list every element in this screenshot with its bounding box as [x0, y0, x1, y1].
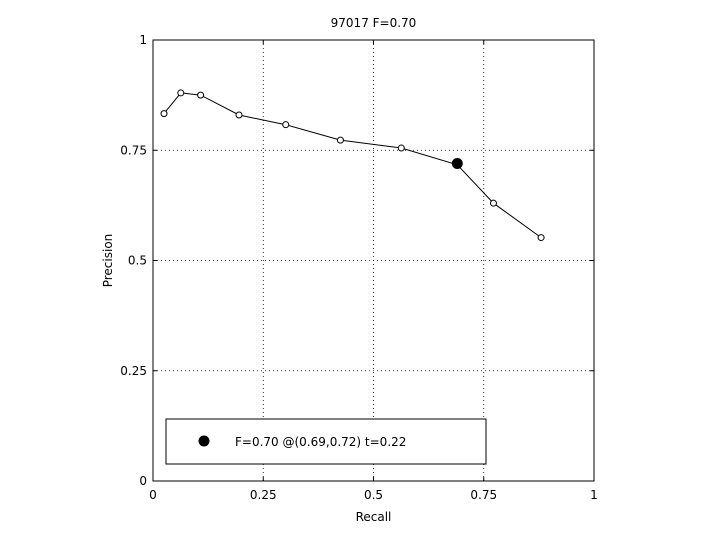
y-tick-label: 1 — [139, 33, 147, 47]
legend: F=0.70 @(0.69,0.72) t=0.22 — [165, 418, 487, 465]
x-tick-label: 0.75 — [470, 488, 497, 502]
y-axis-label: Precision — [101, 234, 115, 288]
highlight-layer — [451, 157, 463, 169]
x-tick-label: 0.25 — [250, 488, 277, 502]
series-line — [163, 92, 542, 239]
data-point — [336, 136, 344, 144]
legend-label: F=0.70 @(0.69,0.72) t=0.22 — [235, 435, 406, 449]
x-tick-label: 0 — [149, 488, 157, 502]
data-point — [160, 110, 168, 118]
x-axis-label: Recall — [356, 510, 392, 524]
y-tick-label: 0.5 — [128, 254, 147, 268]
grid-lines — [153, 40, 594, 481]
axis-ticks: 0 0.25 0.5 0.75 1 0 0.25 0.5 0.75 1 — [120, 33, 598, 502]
x-tick-label: 0.5 — [364, 488, 383, 502]
data-point — [197, 91, 205, 99]
x-tick-label: 1 — [590, 488, 598, 502]
legend-marker — [198, 435, 210, 447]
y-tick-label: 0.75 — [120, 143, 147, 157]
y-tick-label: 0 — [139, 474, 147, 488]
chart-title: 97017 F=0.70 — [331, 16, 417, 30]
data-point — [489, 199, 497, 207]
data-point — [537, 234, 545, 242]
data-point — [177, 89, 185, 97]
data-point — [235, 111, 243, 119]
data-point — [282, 121, 290, 129]
y-tick-label: 0.25 — [120, 364, 147, 378]
legend-box — [165, 418, 487, 465]
data-point — [397, 144, 405, 152]
best-f-point — [451, 157, 463, 169]
